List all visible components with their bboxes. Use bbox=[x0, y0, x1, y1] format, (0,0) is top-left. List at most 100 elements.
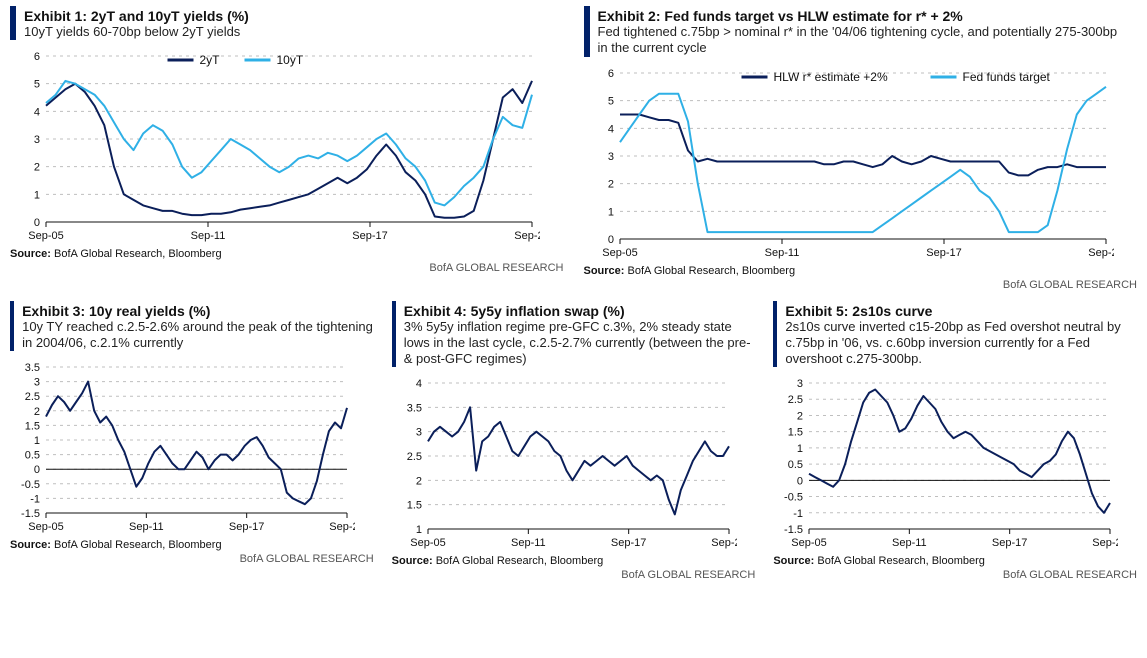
attribution: BofA GLOBAL RESEARCH bbox=[10, 553, 374, 565]
source-line: Source: BofA Global Research, Bloomberg bbox=[773, 555, 1137, 567]
svg-text:2yT: 2yT bbox=[200, 53, 221, 67]
exhibit-title: Exhibit 2: Fed funds target vs HLW estim… bbox=[598, 8, 1118, 24]
svg-text:3: 3 bbox=[607, 151, 613, 163]
accent-bar bbox=[584, 6, 590, 57]
exhibit-title: Exhibit 4: 5y5y inflation swap (%) bbox=[404, 303, 756, 319]
svg-text:Sep-23: Sep-23 bbox=[1088, 247, 1114, 259]
exhibit-subtitle: Fed tightened c.75bp > nominal r* in the… bbox=[598, 24, 1118, 57]
svg-text:Sep-05: Sep-05 bbox=[410, 537, 445, 549]
svg-text:4: 4 bbox=[34, 107, 40, 119]
chart-1: 0 1 2 3 4 5 6 Sep-05 Sep-11 Sep-17 Sep-23 2yT 10yT bbox=[10, 46, 564, 246]
svg-text:10yT: 10yT bbox=[277, 53, 304, 67]
source-line: Source: BofA Global Research, Bloomberg bbox=[10, 539, 374, 551]
svg-text:0: 0 bbox=[34, 217, 40, 229]
svg-text:4: 4 bbox=[607, 123, 613, 135]
exhibit-3: Exhibit 3: 10y real yields (%) 10y TY re… bbox=[10, 301, 374, 582]
svg-text:2: 2 bbox=[34, 162, 40, 174]
svg-text:Sep-05: Sep-05 bbox=[28, 521, 63, 533]
svg-text:Sep-05: Sep-05 bbox=[602, 247, 637, 259]
exhibit-title: Exhibit 5: 2s10s curve bbox=[785, 303, 1137, 319]
svg-text:2.5: 2.5 bbox=[788, 394, 803, 406]
svg-text:3: 3 bbox=[34, 134, 40, 146]
svg-text:2.5: 2.5 bbox=[406, 451, 421, 463]
svg-text:2: 2 bbox=[797, 411, 803, 423]
svg-text:0.5: 0.5 bbox=[788, 459, 803, 471]
exhibit-subtitle: 2s10s curve inverted c15-20bp as Fed ove… bbox=[785, 319, 1137, 368]
svg-text:-1: -1 bbox=[794, 508, 804, 520]
accent-bar bbox=[10, 301, 14, 352]
svg-text:5: 5 bbox=[34, 79, 40, 91]
svg-text:1.5: 1.5 bbox=[406, 500, 421, 512]
svg-text:1: 1 bbox=[416, 524, 422, 536]
exhibit-subtitle: 3% 5y5y inflation regime pre-GFC c.3%, 2… bbox=[404, 319, 756, 368]
svg-text:3.5: 3.5 bbox=[25, 362, 40, 374]
svg-text:6: 6 bbox=[34, 51, 40, 63]
svg-text:Sep-23: Sep-23 bbox=[1093, 537, 1119, 549]
svg-text:-1.5: -1.5 bbox=[21, 508, 40, 520]
svg-text:Sep-11: Sep-11 bbox=[892, 537, 927, 549]
source-line: Source: BofA Global Research, Bloomberg bbox=[584, 265, 1138, 277]
svg-text:-0.5: -0.5 bbox=[784, 492, 803, 504]
svg-text:Sep-11: Sep-11 bbox=[191, 230, 226, 242]
svg-text:1: 1 bbox=[34, 190, 40, 202]
svg-text:0.5: 0.5 bbox=[25, 450, 40, 462]
svg-text:3: 3 bbox=[34, 377, 40, 389]
svg-text:1: 1 bbox=[34, 435, 40, 447]
chart-4: 1 1.5 2 2.5 3 3.5 4 Sep-05 Sep-11 Sep-17 Sep-23 bbox=[392, 373, 756, 553]
attribution: BofA GLOBAL RESEARCH bbox=[10, 262, 564, 274]
svg-text:3: 3 bbox=[797, 378, 803, 390]
svg-text:Sep-17: Sep-17 bbox=[352, 230, 387, 242]
attribution: BofA GLOBAL RESEARCH bbox=[392, 569, 756, 581]
svg-text:-1.5: -1.5 bbox=[784, 524, 803, 536]
accent-bar bbox=[392, 301, 396, 368]
svg-text:2: 2 bbox=[607, 178, 613, 190]
chart-3: -1.5 -1 -0.5 0 0.5 1 1.5 2 2.5 3 3.5 Sep-05 Sep-11 Se… bbox=[10, 357, 374, 537]
exhibit-subtitle: 10yT yields 60-70bp below 2yT yields bbox=[24, 24, 249, 40]
exhibit-subtitle: 10y TY reached c.2.5-2.6% around the pea… bbox=[22, 319, 374, 352]
exhibit-1: Exhibit 1: 2yT and 10yT yields (%) 10yT … bbox=[10, 6, 564, 291]
accent-bar bbox=[773, 301, 777, 368]
svg-text:4: 4 bbox=[416, 378, 422, 390]
exhibit-5: Exhibit 5: 2s10s curve 2s10s curve inver… bbox=[773, 301, 1137, 582]
source-line: Source: BofA Global Research, Bloomberg bbox=[10, 248, 564, 260]
svg-text:0: 0 bbox=[34, 464, 40, 476]
svg-text:Sep-23: Sep-23 bbox=[514, 230, 540, 242]
svg-text:Sep-05: Sep-05 bbox=[28, 230, 63, 242]
accent-bar bbox=[10, 6, 16, 40]
chart-2: 0 1 2 3 4 5 6 Sep-05 Sep-11 Sep-17 Sep-23 HLW r* es… bbox=[584, 63, 1138, 263]
svg-text:3.5: 3.5 bbox=[406, 403, 421, 415]
exhibit-title: Exhibit 3: 10y real yields (%) bbox=[22, 303, 374, 319]
svg-text:Sep-23: Sep-23 bbox=[711, 537, 737, 549]
svg-text:Sep-05: Sep-05 bbox=[792, 537, 827, 549]
svg-text:Sep-11: Sep-11 bbox=[764, 247, 799, 259]
chart-5: -1.5 -1 -0.5 0 0.5 1 1.5 2 2.5 3 Sep-05 Sep-11 Sep-1… bbox=[773, 373, 1137, 553]
svg-text:Sep-17: Sep-17 bbox=[926, 247, 961, 259]
svg-text:Sep-17: Sep-17 bbox=[992, 537, 1027, 549]
svg-text:6: 6 bbox=[607, 68, 613, 80]
svg-text:Sep-11: Sep-11 bbox=[129, 521, 164, 533]
svg-text:2: 2 bbox=[34, 406, 40, 418]
svg-text:1: 1 bbox=[797, 443, 803, 455]
svg-text:-1: -1 bbox=[30, 493, 40, 505]
svg-text:3: 3 bbox=[416, 427, 422, 439]
svg-text:0: 0 bbox=[797, 476, 803, 488]
svg-text:5: 5 bbox=[607, 95, 613, 107]
svg-text:-0.5: -0.5 bbox=[21, 479, 40, 491]
svg-text:2: 2 bbox=[416, 476, 422, 488]
exhibit-2: Exhibit 2: Fed funds target vs HLW estim… bbox=[584, 6, 1138, 291]
svg-text:0: 0 bbox=[607, 234, 613, 246]
svg-text:Sep-11: Sep-11 bbox=[511, 537, 546, 549]
svg-text:Sep-17: Sep-17 bbox=[229, 521, 264, 533]
exhibit-4: Exhibit 4: 5y5y inflation swap (%) 3% 5y… bbox=[392, 301, 756, 582]
svg-text:Fed funds target: Fed funds target bbox=[962, 70, 1050, 84]
attribution: BofA GLOBAL RESEARCH bbox=[584, 279, 1138, 291]
source-line: Source: BofA Global Research, Bloomberg bbox=[392, 555, 756, 567]
svg-text:1.5: 1.5 bbox=[25, 420, 40, 432]
svg-text:1.5: 1.5 bbox=[788, 427, 803, 439]
svg-text:Sep-23: Sep-23 bbox=[329, 521, 355, 533]
svg-text:HLW r* estimate +2%: HLW r* estimate +2% bbox=[773, 70, 887, 84]
svg-text:Sep-17: Sep-17 bbox=[611, 537, 646, 549]
attribution: BofA GLOBAL RESEARCH bbox=[773, 569, 1137, 581]
svg-text:2.5: 2.5 bbox=[25, 391, 40, 403]
svg-text:1: 1 bbox=[607, 206, 613, 218]
